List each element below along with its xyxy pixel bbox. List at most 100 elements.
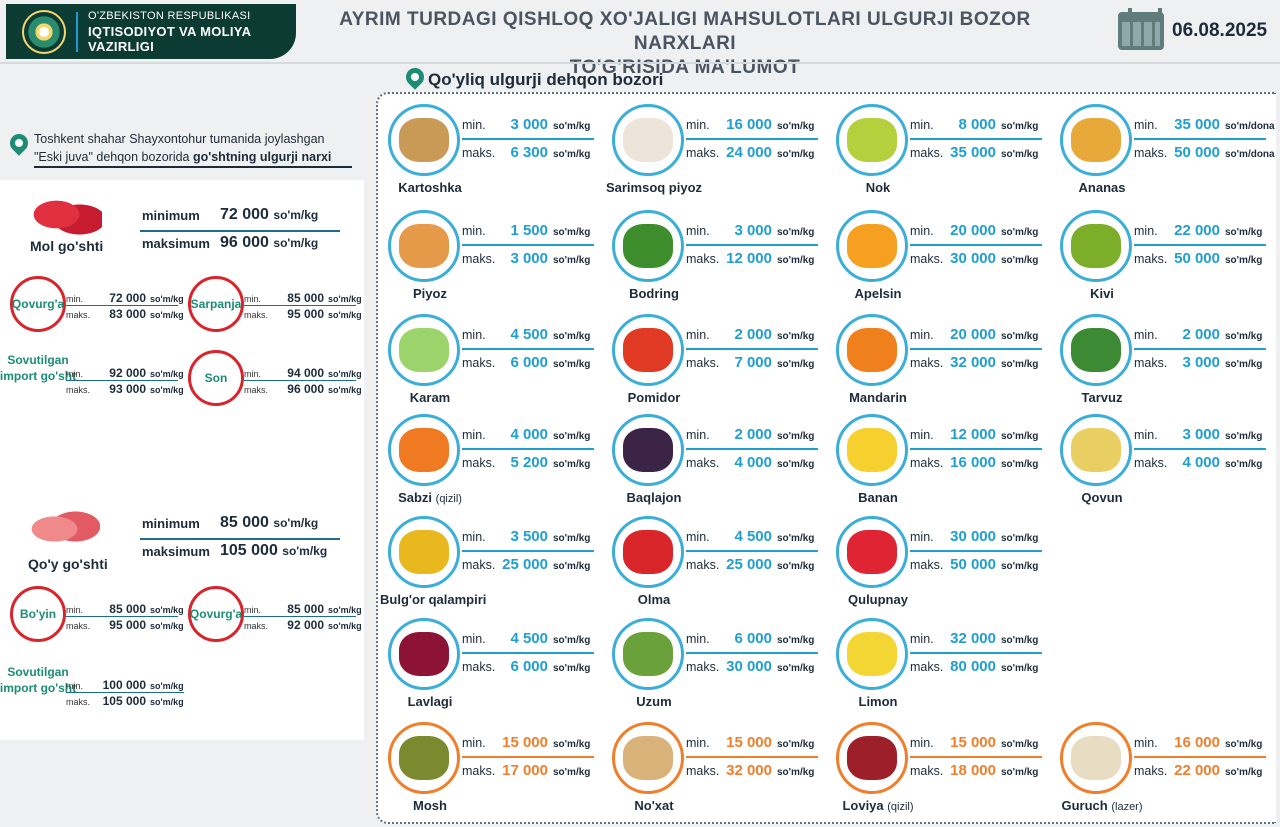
price-divider: [910, 138, 1042, 140]
price-max-label: maks.: [1134, 456, 1168, 470]
price-max-label: maks.: [910, 764, 944, 778]
price-max-label: maks.: [686, 764, 720, 778]
price-unit: so'm/kg: [553, 663, 591, 674]
price-unit: so'm/kg: [1001, 739, 1039, 750]
price-min: min. 16 000 so'm/kg: [1134, 734, 1262, 751]
price-unit: so'm/kg: [1225, 739, 1263, 750]
price-unit: so'm/kg: [1225, 227, 1263, 238]
product-image: [388, 210, 460, 282]
cut-min-label: min.: [244, 369, 262, 379]
product-name: Nok: [828, 180, 928, 195]
price-max: maks. 6 000 so'm/kg: [462, 658, 590, 675]
price-max: maks. 50 000 so'm/dona: [1134, 144, 1275, 161]
product-card: Uzum min. 6 000 so'm/kg maks. 30 000 so'm/kg: [604, 614, 828, 714]
calendar-icon: [1118, 8, 1164, 50]
price-max-value: 24 000: [726, 144, 772, 161]
product-picture: [399, 736, 449, 780]
cut-min-value: 94 000: [287, 366, 324, 380]
lamb-neck-min: min. 85 000 so'm/kg: [66, 602, 184, 616]
price-max-value: 3 000: [1182, 354, 1220, 371]
beef-max-unit: so'm/kg: [273, 236, 319, 250]
price-min-label: min.: [686, 118, 710, 132]
cut-unit: so'm/kg: [150, 621, 184, 631]
location-line2-b: go'shtning ulgurji narxi: [192, 150, 332, 164]
product-image: [1060, 210, 1132, 282]
product-picture: [399, 118, 449, 162]
price-divider: [910, 756, 1042, 758]
product-card: Kartoshka min. 3 000 so'm/kg maks. 6 300 so'm/…: [380, 100, 604, 200]
price-min-label: min.: [462, 118, 486, 132]
price-min-value: 4 500: [510, 630, 548, 647]
price-max-label: maks.: [462, 456, 496, 470]
product-note: (qizil): [435, 493, 462, 505]
price-max-value: 18 000: [950, 762, 996, 779]
price-min-label: min.: [1134, 224, 1158, 238]
beef-min-unit: so'm/kg: [273, 208, 319, 222]
price-max-label: maks.: [462, 764, 496, 778]
price-divider: [686, 348, 818, 350]
cut-max-value: 93 000: [109, 382, 146, 396]
beef-cut-sarpanja: Sarpanja: [188, 276, 244, 332]
price-max-label: maks.: [686, 356, 720, 370]
cut-max-label: maks.: [244, 621, 269, 631]
price-divider: [686, 244, 818, 246]
price-unit: so'm/kg: [553, 331, 591, 342]
product-picture: [1071, 224, 1121, 268]
product-name: Banan: [828, 490, 928, 505]
product-name: No'xat: [604, 798, 704, 813]
price-max-value: 6 000: [510, 354, 548, 371]
cut-min-value: 72 000: [109, 291, 146, 305]
product-image: [388, 618, 460, 690]
product-image: [612, 722, 684, 794]
cut-divider: [66, 692, 184, 693]
product-name: Limon: [828, 694, 928, 709]
product-name-text: Bulg'or qalampiri: [380, 592, 487, 607]
price-min: min. 12 000 so'm/kg: [910, 426, 1038, 443]
price-divider: [1134, 448, 1266, 450]
product-name: Qovun: [1052, 490, 1152, 505]
price-min: min. 20 000 so'm/kg: [910, 326, 1038, 343]
price-min: min. 2 000 so'm/kg: [1134, 326, 1262, 343]
price-min-label: min.: [910, 328, 934, 342]
product-card: Banan min. 12 000 so'm/kg maks. 16 000 so'm/kg: [828, 410, 1052, 510]
price-max-label: maks.: [462, 660, 496, 674]
price-min-value: 2 000: [734, 326, 772, 343]
price-divider: [462, 756, 594, 758]
product-name-text: Karam: [409, 390, 451, 405]
price-max-label: maks.: [910, 660, 944, 674]
price-unit: so'm/kg: [1001, 331, 1039, 342]
ministry-name: O'ZBEKISTON RESPUBLIKASI IQTISODIYOT VA …: [88, 9, 251, 54]
price-min-value: 6 000: [734, 630, 772, 647]
price-max: maks. 25 000 so'm/kg: [462, 556, 590, 573]
product-name: Baqlajon: [604, 490, 704, 505]
product-card: Sabzi (qizil) min. 4 000 so'm/kg maks. 5 200 s…: [380, 410, 604, 510]
price-min-label: min.: [1134, 118, 1158, 132]
price-min-value: 2 000: [734, 426, 772, 443]
product-name-text: Banan: [858, 490, 898, 505]
beef-name: Mol go'shti: [30, 238, 104, 254]
price-unit: so'm/kg: [553, 431, 591, 442]
product-name-text: Guruch: [1061, 798, 1108, 813]
price-min: min. 2 000 so'm/kg: [686, 326, 814, 343]
product-card: Kivi min. 22 000 so'm/kg maks. 50 000 so'm/kg: [1052, 206, 1276, 306]
price-min-label: min.: [1134, 736, 1158, 750]
price-max-value: 32 000: [726, 762, 772, 779]
product-image: [612, 414, 684, 486]
product-image: [836, 314, 908, 386]
product-image: [612, 618, 684, 690]
price-unit: so'm/kg: [777, 121, 815, 132]
ministry-name-line3: VAZIRLIGI: [88, 39, 155, 54]
cut-unit: so'm/kg: [150, 681, 184, 691]
price-min-label: min.: [910, 118, 934, 132]
product-card: Loviya (qizil) min. 15 000 so'm/kg maks. 18 0…: [828, 718, 1052, 818]
product-image: [612, 104, 684, 176]
cut-max-label: maks.: [66, 697, 91, 707]
product-card: Ananas min. 35 000 so'm/dona maks. 50 000 so'm…: [1052, 100, 1276, 200]
price-unit: so'm/kg: [1001, 533, 1039, 544]
price-min-label: min.: [910, 428, 934, 442]
product-name-text: Uzum: [636, 694, 672, 709]
price-min-label: min.: [910, 224, 934, 238]
product-image: [836, 618, 908, 690]
product-image: [1060, 722, 1132, 794]
beef-divider: [140, 230, 340, 232]
